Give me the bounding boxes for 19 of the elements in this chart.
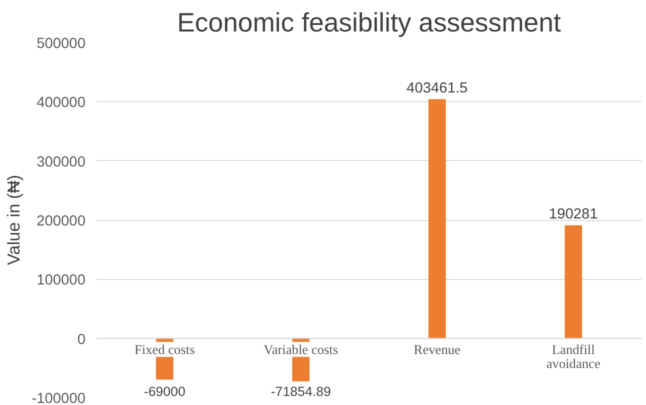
x-tick-label: Revenue	[414, 342, 461, 357]
data-label: 190281	[548, 206, 598, 223]
data-label: 403461.5	[406, 80, 468, 97]
chart-title: Economic feasibility assessment	[177, 8, 562, 38]
bar	[564, 225, 582, 339]
y-tick-label: 200000	[36, 214, 86, 230]
y-tick-label: -100000	[32, 391, 86, 405]
y-tick-label: 0	[77, 332, 86, 348]
data-label: -71854.89	[270, 384, 331, 400]
x-tick-label: Fixed costs	[134, 342, 195, 357]
x-tick-label: Variable costs	[264, 342, 338, 357]
bar	[428, 99, 446, 339]
data-label: -69000	[144, 384, 186, 400]
y-axis-title: Value in (₦)	[4, 174, 24, 266]
y-tick-label: 100000	[36, 272, 86, 289]
y-tick-label: 500000	[36, 36, 86, 52]
x-tick-label: Landfill avoidance	[546, 342, 600, 372]
y-tick-label: 400000	[36, 95, 86, 112]
y-tick-label: 300000	[36, 154, 86, 170]
